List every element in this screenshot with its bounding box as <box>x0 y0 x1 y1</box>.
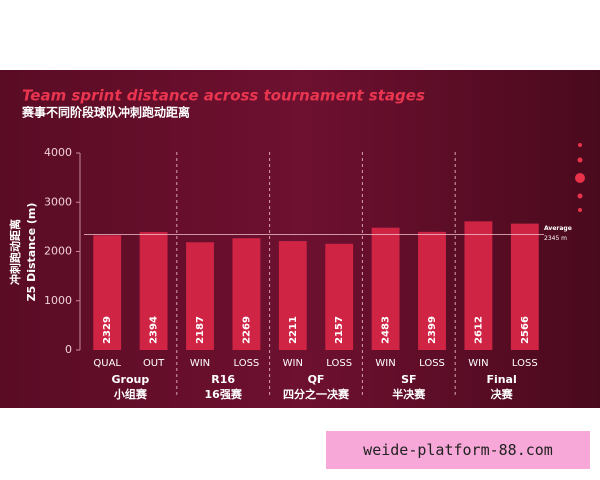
x-tick-label: WIN <box>190 358 210 369</box>
bar <box>325 243 354 350</box>
bar <box>371 227 400 350</box>
value-label: 2329 <box>102 316 113 344</box>
chart-subtitle: 赛事不同阶段球队冲刺跑动距离 <box>21 105 190 120</box>
y-tick-label: 0 <box>65 343 72 356</box>
group-label-cn: 小组赛 <box>113 387 148 401</box>
value-label: 2187 <box>195 316 206 344</box>
value-label: 2157 <box>334 316 345 344</box>
y-tick-label: 3000 <box>44 195 72 208</box>
x-tick-label: QUAL <box>93 358 121 369</box>
group-label-cn: 16强赛 <box>205 387 243 401</box>
bar <box>139 232 168 350</box>
x-tick-label: LOSS <box>234 358 260 369</box>
y-axis-label: Z5 Distance (m) <box>25 203 38 302</box>
x-tick-label: LOSS <box>512 358 538 369</box>
x-tick-label: LOSS <box>419 358 445 369</box>
bar <box>464 221 493 350</box>
y-tick-label: 2000 <box>44 245 72 258</box>
bar <box>93 235 122 350</box>
y-axis-label: 冲刺跑动距离 <box>8 219 22 285</box>
group-label: QF <box>308 373 325 386</box>
group-label-cn: 决赛 <box>491 387 514 401</box>
bar <box>278 241 307 350</box>
bar <box>232 238 261 350</box>
y-tick-label: 1000 <box>44 294 72 307</box>
x-tick-label: LOSS <box>326 358 352 369</box>
value-label: 2211 <box>288 316 299 344</box>
bar <box>418 231 446 350</box>
decor-dots <box>575 143 585 212</box>
group-label-cn: 四分之一决赛 <box>283 387 350 401</box>
value-label: 2394 <box>149 316 160 344</box>
group-label: R16 <box>211 373 235 386</box>
value-label: 2269 <box>241 316 252 344</box>
bar <box>186 242 214 350</box>
x-tick-label: OUT <box>143 358 165 369</box>
average-value-label: 2345 m <box>544 235 567 242</box>
y-tick-label: 4000 <box>44 146 72 159</box>
value-label: 2483 <box>381 316 392 344</box>
group-label-cn: 半决赛 <box>392 387 426 401</box>
x-tick-label: WIN <box>468 358 488 369</box>
group-label: Group <box>112 373 150 386</box>
value-label: 2612 <box>473 316 484 344</box>
value-label: 2399 <box>427 316 438 344</box>
group-label: SF <box>401 373 416 386</box>
x-tick-label: WIN <box>375 358 395 369</box>
bar <box>510 223 539 350</box>
group-label: Final <box>486 373 516 386</box>
chart-title: Team sprint distance across tournament s… <box>22 87 425 105</box>
value-label: 2566 <box>520 316 531 344</box>
average-label: Average <box>544 225 572 232</box>
x-tick-label: WIN <box>283 358 303 369</box>
watermark: weide-platform-88.com <box>326 431 590 469</box>
